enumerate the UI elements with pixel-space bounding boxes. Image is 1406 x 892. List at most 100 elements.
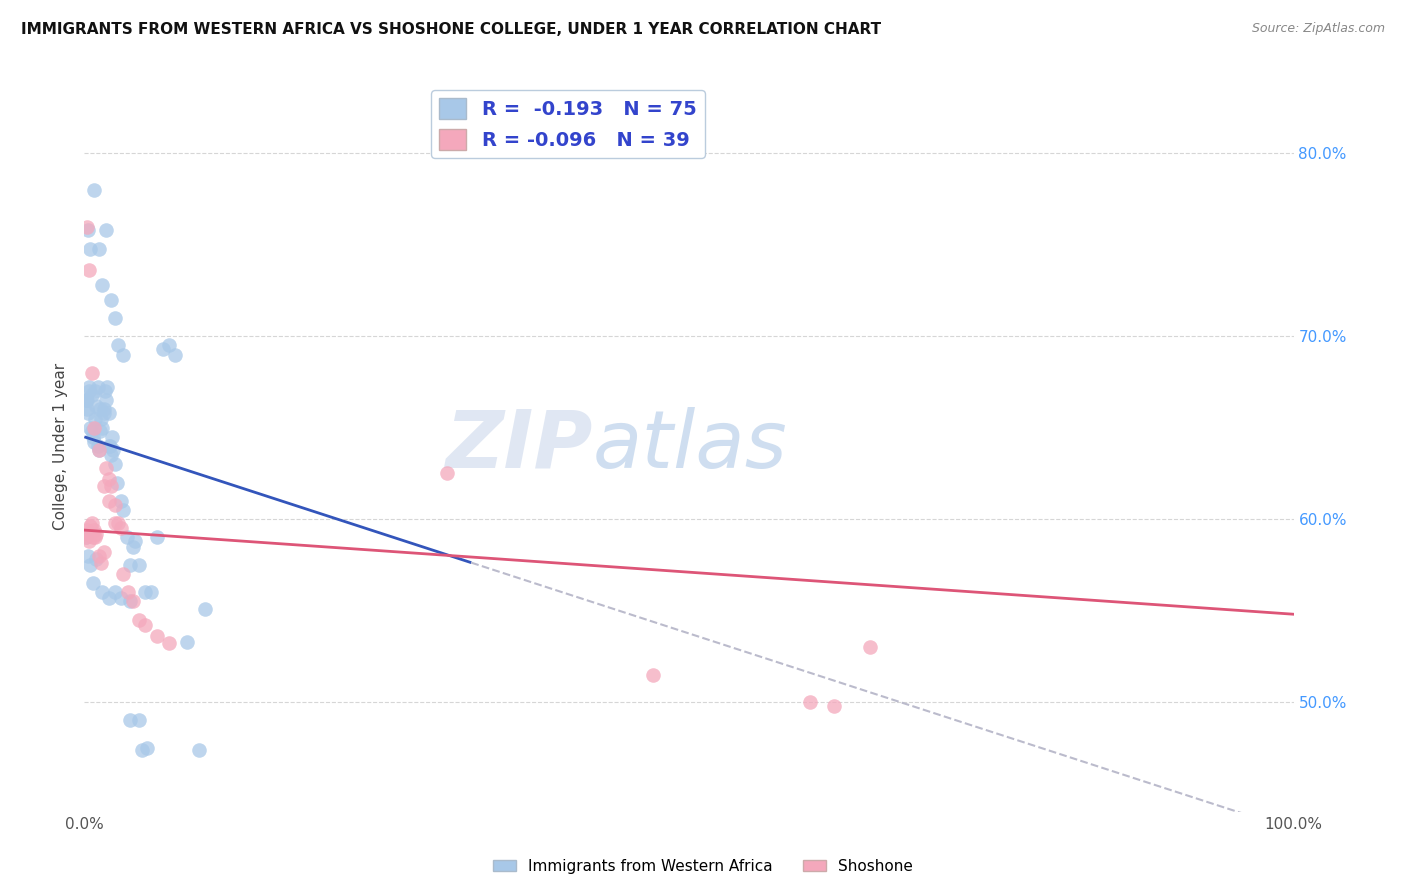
Point <box>93 406 115 420</box>
Point <box>91 421 114 435</box>
Point <box>436 467 458 481</box>
Point <box>82 576 104 591</box>
Point <box>84 531 107 545</box>
Point <box>152 342 174 356</box>
Point <box>77 223 100 237</box>
Point <box>103 442 125 457</box>
Point <box>157 338 180 352</box>
Point <box>131 742 153 756</box>
Point <box>80 425 103 439</box>
Point <box>120 594 142 608</box>
Legend: Immigrants from Western Africa, Shoshone: Immigrants from Western Africa, Shoshone <box>486 853 920 880</box>
Y-axis label: College, Under 1 year: College, Under 1 year <box>53 362 69 530</box>
Point <box>104 516 127 530</box>
Point <box>76 402 98 417</box>
Point <box>194 601 217 615</box>
Point <box>121 540 143 554</box>
Point <box>75 531 97 545</box>
Point <box>76 393 98 408</box>
Point <box>128 613 150 627</box>
Text: IMMIGRANTS FROM WESTERN AFRICA VS SHOSHONE COLLEGE, UNDER 1 YEAR CORRELATION CHA: IMMIGRANTS FROM WESTERN AFRICA VS SHOSHO… <box>21 22 882 37</box>
Point <box>79 519 101 533</box>
Point <box>93 545 115 559</box>
Point <box>112 348 135 362</box>
Point <box>79 558 101 572</box>
Point <box>107 516 129 530</box>
Point <box>79 421 101 435</box>
Point <box>83 523 105 537</box>
Point <box>75 393 97 408</box>
Point <box>107 338 129 352</box>
Point <box>104 458 127 472</box>
Point <box>188 742 211 756</box>
Text: atlas: atlas <box>592 407 787 485</box>
Point <box>104 585 127 599</box>
Point <box>90 411 112 425</box>
Point <box>139 585 162 599</box>
Point <box>101 430 124 444</box>
Point <box>77 549 100 563</box>
Point <box>89 425 111 439</box>
Point <box>86 380 108 394</box>
Point <box>100 479 122 493</box>
Point <box>83 183 105 197</box>
Point <box>128 558 150 572</box>
Point <box>87 442 110 457</box>
Point <box>87 442 110 457</box>
Point <box>134 618 156 632</box>
Point <box>79 242 101 256</box>
Point <box>84 411 107 425</box>
Point <box>104 498 127 512</box>
Point <box>136 740 159 755</box>
Point <box>90 556 112 570</box>
Point <box>86 552 108 566</box>
Point <box>77 406 100 420</box>
Point <box>165 348 187 362</box>
Point <box>115 531 138 545</box>
Point <box>86 526 108 541</box>
Point <box>93 402 115 417</box>
Point <box>87 242 110 256</box>
Point <box>86 399 108 413</box>
Point <box>104 311 127 326</box>
Point <box>75 393 97 408</box>
Point <box>134 585 156 599</box>
Point <box>83 435 105 450</box>
Point <box>84 384 107 398</box>
Point <box>91 278 114 293</box>
Point <box>97 406 120 420</box>
Point <box>97 439 120 453</box>
Point <box>97 591 120 605</box>
Point <box>128 714 150 728</box>
Point <box>91 585 114 599</box>
Point <box>121 594 143 608</box>
Text: ZIP: ZIP <box>444 407 592 485</box>
Point <box>117 585 139 599</box>
Text: Source: ZipAtlas.com: Source: ZipAtlas.com <box>1251 22 1385 36</box>
Point <box>146 629 169 643</box>
Point <box>100 448 122 462</box>
Point <box>77 380 100 394</box>
Point <box>76 219 98 234</box>
Point <box>82 531 104 545</box>
Point <box>110 494 132 508</box>
Point <box>89 402 111 417</box>
Point <box>75 531 97 545</box>
Point <box>94 393 117 408</box>
Point <box>77 526 100 541</box>
Point <box>97 472 120 486</box>
Point <box>94 384 117 398</box>
Point <box>82 430 104 444</box>
Point <box>120 558 142 572</box>
Point <box>97 494 120 508</box>
Point <box>176 634 198 648</box>
Point <box>112 567 135 582</box>
Point <box>77 534 100 549</box>
Point <box>112 503 135 517</box>
Point <box>120 714 142 728</box>
Point <box>105 475 128 490</box>
Point <box>100 293 122 307</box>
Point <box>77 384 100 398</box>
Point <box>157 636 180 650</box>
Point <box>80 388 103 402</box>
